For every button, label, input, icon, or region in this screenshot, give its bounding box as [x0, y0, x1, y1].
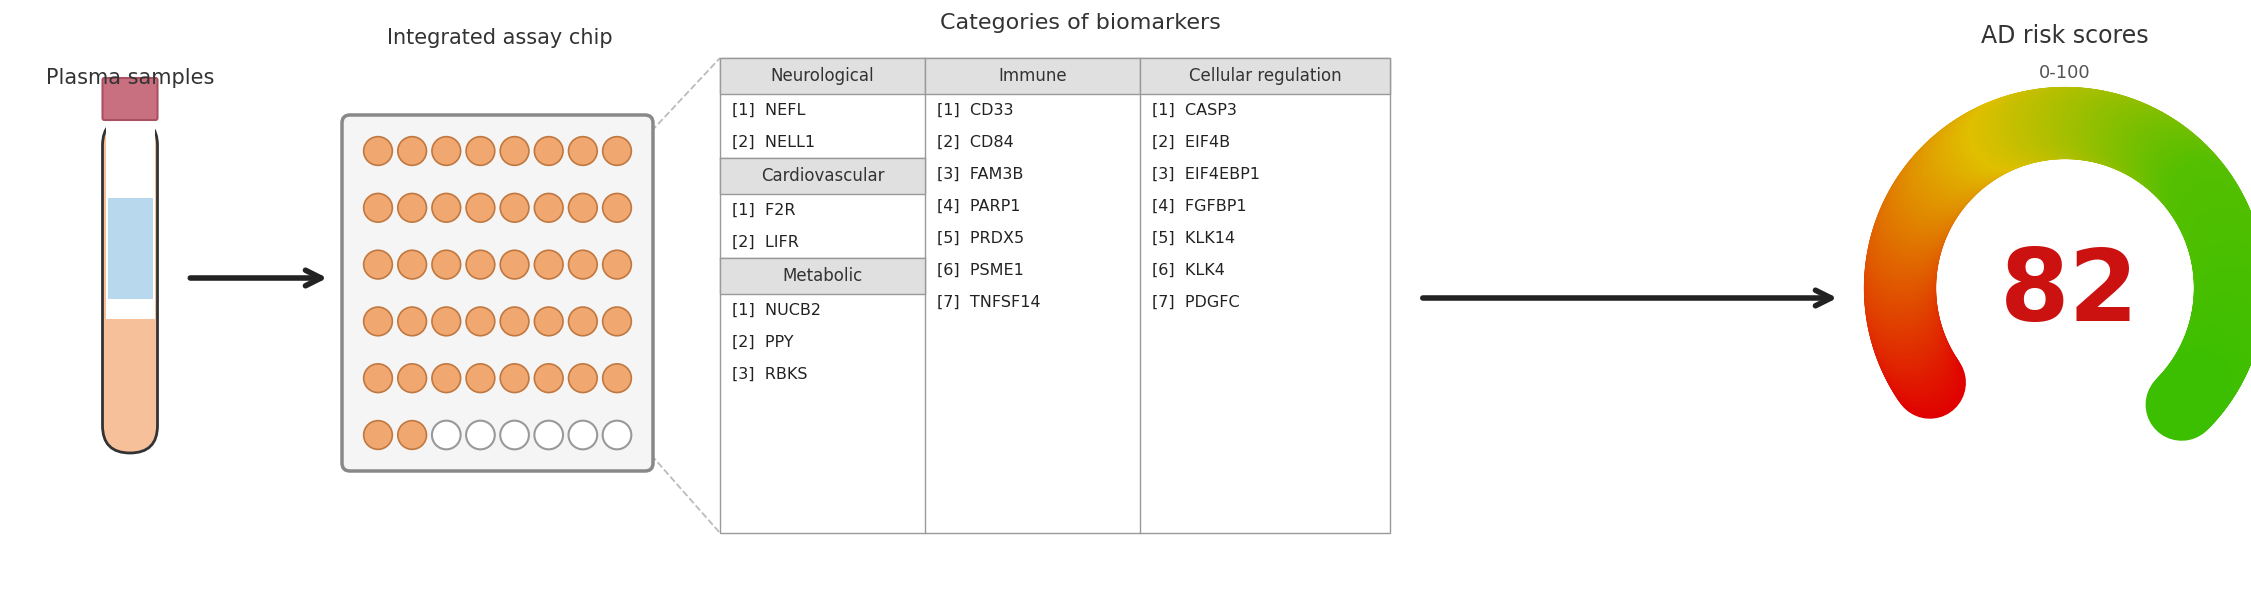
Text: [2]  CD84: [2] CD84: [936, 134, 1013, 150]
Text: [2]  LIFR: [2] LIFR: [732, 235, 799, 249]
Text: [6]  PSME1: [6] PSME1: [936, 263, 1024, 277]
Bar: [720, 58, 1391, 533]
Text: [7]  TNFSF14: [7] TNFSF14: [936, 294, 1040, 309]
Circle shape: [500, 250, 529, 279]
Text: [1]  NEFL: [1] NEFL: [732, 103, 806, 117]
Text: Plasma samples: Plasma samples: [45, 68, 214, 88]
Circle shape: [570, 250, 597, 279]
Circle shape: [500, 307, 529, 336]
Circle shape: [570, 307, 597, 336]
Text: Metabolic: Metabolic: [783, 267, 862, 285]
Circle shape: [466, 193, 495, 222]
Circle shape: [466, 137, 495, 165]
Circle shape: [533, 307, 563, 336]
Text: [1]  F2R: [1] F2R: [732, 202, 795, 218]
Bar: [108, 198, 153, 299]
Circle shape: [365, 364, 392, 393]
Text: [1]  CASP3: [1] CASP3: [1153, 103, 1236, 117]
Circle shape: [432, 421, 461, 449]
Circle shape: [500, 137, 529, 165]
Text: [2]  NELL1: [2] NELL1: [732, 134, 815, 150]
Circle shape: [603, 364, 630, 393]
Circle shape: [603, 193, 630, 222]
Circle shape: [466, 307, 495, 336]
Circle shape: [533, 250, 563, 279]
Bar: [720, 58, 925, 94]
Circle shape: [603, 307, 630, 336]
Circle shape: [500, 364, 529, 393]
Circle shape: [398, 193, 425, 222]
Circle shape: [533, 193, 563, 222]
Circle shape: [432, 193, 461, 222]
Circle shape: [570, 364, 597, 393]
Text: Neurological: Neurological: [770, 67, 873, 85]
Circle shape: [533, 364, 563, 393]
Circle shape: [533, 137, 563, 165]
Text: [4]  FGFBP1: [4] FGFBP1: [1153, 198, 1247, 213]
Text: [6]  KLK4: [6] KLK4: [1153, 263, 1225, 277]
Text: [3]  FAM3B: [3] FAM3B: [936, 167, 1024, 182]
Text: [4]  PARP1: [4] PARP1: [936, 198, 1020, 213]
Circle shape: [365, 307, 392, 336]
Circle shape: [466, 364, 495, 393]
Text: [5]  KLK14: [5] KLK14: [1153, 230, 1236, 246]
Text: Immune: Immune: [997, 67, 1067, 85]
Circle shape: [570, 421, 597, 449]
Text: 0-100: 0-100: [2039, 64, 2091, 82]
Circle shape: [398, 307, 425, 336]
Text: Categories of biomarkers: Categories of biomarkers: [939, 13, 1220, 33]
Circle shape: [432, 250, 461, 279]
Circle shape: [432, 364, 461, 393]
FancyBboxPatch shape: [104, 78, 158, 120]
Circle shape: [500, 193, 529, 222]
Text: [3]  RBKS: [3] RBKS: [732, 367, 808, 381]
Text: [2]  EIF4B: [2] EIF4B: [1153, 134, 1229, 150]
Circle shape: [365, 193, 392, 222]
Text: [1]  NUCB2: [1] NUCB2: [732, 303, 822, 317]
Circle shape: [398, 364, 425, 393]
Circle shape: [398, 250, 425, 279]
Circle shape: [365, 250, 392, 279]
Circle shape: [603, 250, 630, 279]
Text: 82: 82: [2001, 244, 2141, 342]
Circle shape: [398, 137, 425, 165]
FancyBboxPatch shape: [342, 115, 653, 471]
Text: AD risk scores: AD risk scores: [1981, 24, 2150, 48]
Circle shape: [398, 421, 425, 449]
Bar: [720, 158, 925, 194]
Text: [2]  PPY: [2] PPY: [732, 334, 795, 350]
FancyBboxPatch shape: [104, 118, 158, 453]
Circle shape: [432, 307, 461, 336]
Circle shape: [466, 421, 495, 449]
Circle shape: [500, 421, 529, 449]
Bar: [1139, 58, 1391, 94]
Circle shape: [365, 421, 392, 449]
Text: Cellular regulation: Cellular regulation: [1189, 67, 1342, 85]
Circle shape: [603, 421, 630, 449]
Text: [3]  EIF4EBP1: [3] EIF4EBP1: [1153, 167, 1261, 182]
Circle shape: [570, 193, 597, 222]
Text: [7]  PDGFC: [7] PDGFC: [1153, 294, 1240, 309]
Text: [1]  CD33: [1] CD33: [936, 103, 1013, 117]
Circle shape: [466, 250, 495, 279]
Text: Cardiovascular: Cardiovascular: [761, 167, 885, 185]
Bar: [925, 58, 1139, 94]
Circle shape: [603, 137, 630, 165]
Circle shape: [570, 137, 597, 165]
Text: [5]  PRDX5: [5] PRDX5: [936, 230, 1024, 246]
Text: Integrated assay chip: Integrated assay chip: [387, 28, 612, 48]
Circle shape: [365, 137, 392, 165]
Bar: [106, 118, 155, 319]
Circle shape: [432, 137, 461, 165]
Circle shape: [533, 421, 563, 449]
Bar: [720, 258, 925, 294]
